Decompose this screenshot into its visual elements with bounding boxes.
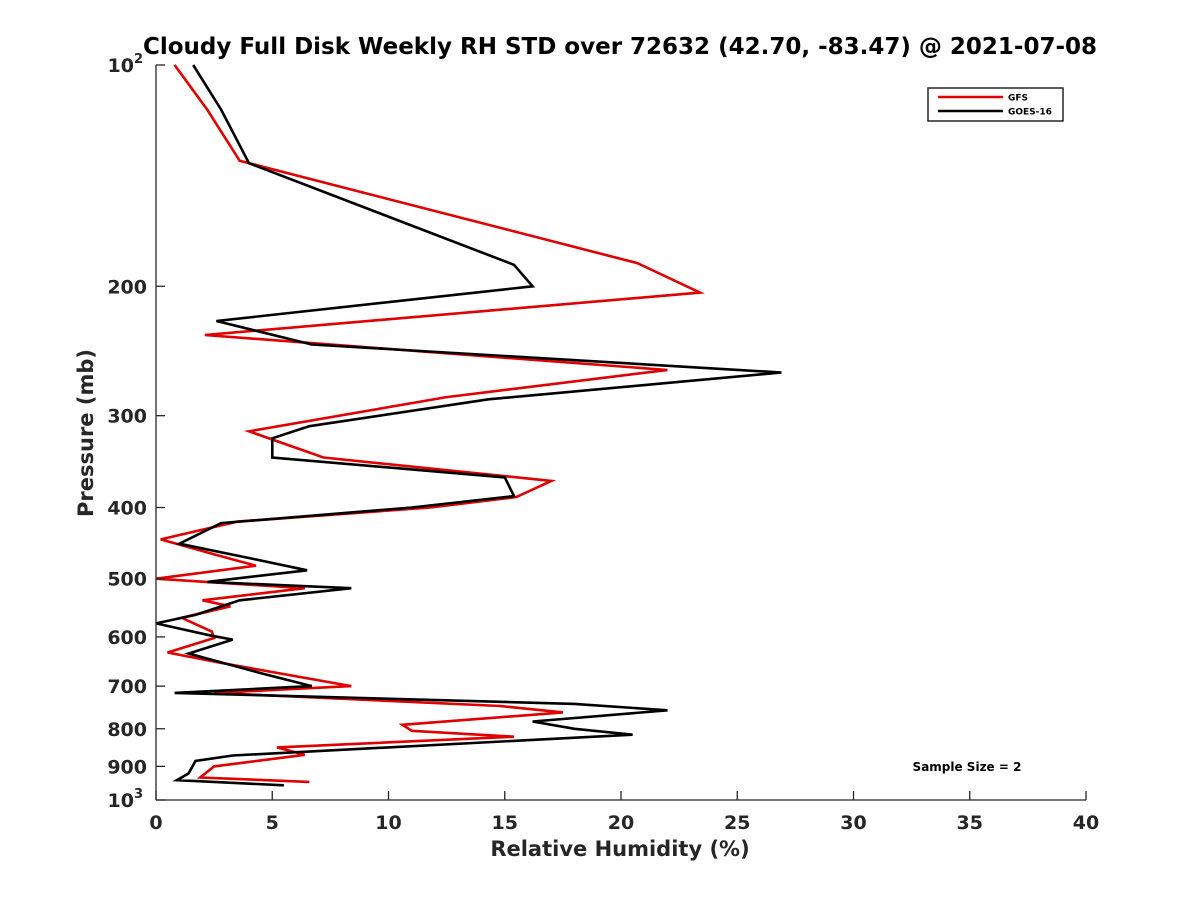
- y-tick-label: 700: [107, 676, 147, 698]
- x-tick-label: 15: [492, 812, 518, 834]
- x-tick-label: 25: [724, 812, 750, 834]
- y-tick-label: 200: [107, 276, 147, 298]
- y-tick-label: 800: [107, 719, 147, 741]
- y-tick-label: 600: [107, 627, 147, 649]
- y-tick-label: 102: [108, 52, 144, 77]
- y-tick-label: 300: [107, 406, 147, 428]
- x-tick-label: 20: [608, 812, 634, 834]
- legend: GFS GOES-16: [927, 87, 1064, 122]
- y-tick-label: 400: [107, 498, 147, 520]
- chart-title: Cloudy Full Disk Weekly RH STD over 7263…: [143, 34, 1097, 60]
- y-tick-label: 103: [108, 787, 144, 812]
- x-axis-label: Relative Humidity (%): [490, 837, 749, 861]
- legend-label-goes-16: GOES-16: [1008, 108, 1052, 118]
- x-tick-label: 30: [840, 812, 866, 834]
- x-tick-label: 10: [375, 812, 401, 834]
- x-tick-label: 40: [1073, 812, 1099, 834]
- series-line-goes-16: [155, 64, 782, 787]
- y-axis-label: Pressure (mb): [74, 349, 98, 517]
- x-tick-label: 0: [149, 812, 162, 834]
- x-tick-label: 5: [266, 812, 279, 834]
- x-tick-label: 35: [957, 812, 983, 834]
- plot-area: [155, 64, 782, 787]
- x-axis: 0 5 10 15 20 25 30 35 40: [149, 791, 1099, 834]
- y-tick-label: 500: [107, 569, 147, 591]
- y-axis: 102 200 300 400 500 600 700 800 900 103: [107, 52, 165, 812]
- legend-label-gfs: GFS: [1008, 94, 1028, 104]
- sample-size-annotation: Sample Size = 2: [913, 760, 1022, 774]
- y-tick-label: 900: [107, 756, 147, 778]
- series-line-gfs: [155, 64, 705, 784]
- legend-box: [927, 87, 1064, 122]
